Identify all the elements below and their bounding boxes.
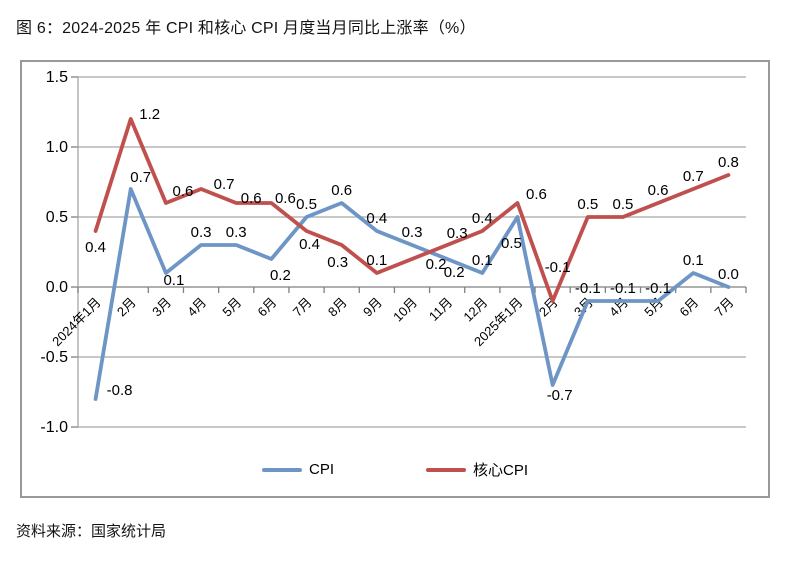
legend-item-cpi: CPI <box>261 461 334 478</box>
data-label: 0.4 <box>85 239 106 256</box>
data-label: 0.6 <box>331 182 352 199</box>
data-label: -0.7 <box>547 387 573 404</box>
y-tick-label: 1.0 <box>46 139 68 156</box>
source-note: 资料来源：国家统计局 <box>16 523 167 540</box>
x-tick-label: 4月 <box>606 295 631 320</box>
data-label: 0.7 <box>130 169 151 186</box>
data-label: 0.5 <box>613 196 634 213</box>
data-label: 0.3 <box>327 254 348 271</box>
x-tick-label: 6月 <box>255 295 280 320</box>
data-label: 0.2 <box>270 267 291 284</box>
data-label: -0.8 <box>107 382 133 399</box>
data-label: 0.5 <box>296 196 317 213</box>
x-tick-label: 9月 <box>360 295 385 320</box>
data-label: 0.0 <box>718 266 739 283</box>
data-label: 0.3 <box>191 224 212 241</box>
chart-legend: CPI 核心CPI <box>22 459 768 480</box>
y-tick-label: 0.5 <box>46 209 68 226</box>
data-label: 0.7 <box>214 176 235 193</box>
y-tick-label: 0.0 <box>46 279 68 296</box>
data-label: 1.2 <box>139 106 160 123</box>
legend-label: 核心CPI <box>473 462 529 479</box>
data-label: 0.3 <box>226 224 247 241</box>
y-tick-label: 1.5 <box>46 69 68 86</box>
legend-line-swatch <box>426 467 466 472</box>
data-label: 0.4 <box>299 236 320 253</box>
legend-line-swatch <box>261 467 302 472</box>
core-cpi-line <box>93 117 731 303</box>
data-label: 0.1 <box>163 272 184 289</box>
core-cpi-data-labels: 0.41.20.6 0.70.6 0.60.40.3 0.1 0.20.30.40.6-… <box>85 106 739 276</box>
data-label: 0.7 <box>683 168 704 185</box>
data-label: 0.6 <box>172 183 193 200</box>
x-tick-label: 10月 <box>390 295 420 325</box>
cpi-line-chart: 1.5 1.0 0.5 0.0 -0.5 -1.0 2024年1月 2月 3月 4月 5月 6月 7月 8… <box>40 69 747 436</box>
x-tick-label: 7月 <box>712 295 737 320</box>
figure-title: 图 6：2024-2025 年 CPI 和核心 CPI 月度当月同比上涨率（%） <box>16 20 476 37</box>
cpi-line <box>93 187 731 401</box>
data-label: 0.1 <box>683 252 704 269</box>
y-tick-label: -1.0 <box>40 419 68 436</box>
data-label: 0.5 <box>577 196 598 213</box>
data-label: 0.1 <box>472 252 493 269</box>
data-label: 0.6 <box>275 190 296 207</box>
x-tick-label: 7月 <box>290 295 315 320</box>
data-label: 0.4 <box>472 210 493 227</box>
x-tick-label: 11月 <box>426 295 455 324</box>
data-label: 0.6 <box>241 190 262 207</box>
x-tick-label: 5月 <box>219 295 244 320</box>
x-tick-label: 8月 <box>325 295 350 320</box>
data-label: -0.1 <box>575 280 601 297</box>
data-label: 0.5 <box>501 235 522 252</box>
cpi-data-labels: -0.80.70.10.3 0.30.20.50.60.40.30.20.10.5… <box>107 169 739 404</box>
data-label: 0.3 <box>402 224 423 241</box>
data-label: 0.8 <box>718 154 739 171</box>
x-tick-label: 3月 <box>149 295 174 320</box>
data-label: 0.2 <box>444 264 465 281</box>
gridlines: 1.5 1.0 0.5 0.0 -0.5 -1.0 <box>40 69 747 436</box>
x-tick-label: 4月 <box>184 295 209 320</box>
data-label: -0.1 <box>545 259 571 276</box>
legend-label: CPI <box>308 461 334 478</box>
x-tick-label: 2月 <box>114 295 139 320</box>
data-label: 0.1 <box>366 252 387 269</box>
data-label: 0.4 <box>366 210 387 227</box>
data-label: 0.3 <box>447 225 468 242</box>
legend-item-core-cpi: 核心CPI <box>426 459 528 480</box>
data-label: 0.6 <box>648 182 669 199</box>
y-tick-label: -0.5 <box>40 349 68 366</box>
data-label: -0.1 <box>610 280 636 297</box>
data-label: -0.1 <box>645 280 671 297</box>
x-tick-label: 6月 <box>676 295 701 320</box>
chart-frame: 1.5 1.0 0.5 0.0 -0.5 -1.0 2024年1月 2月 3月 4月 5月 6月 7月 8… <box>20 60 770 498</box>
data-label: 0.2 <box>426 256 447 273</box>
x-tick-label: 2024年1月 <box>49 295 104 350</box>
x-tick-label: 12月 <box>460 295 490 325</box>
data-label: 0.6 <box>526 186 547 203</box>
